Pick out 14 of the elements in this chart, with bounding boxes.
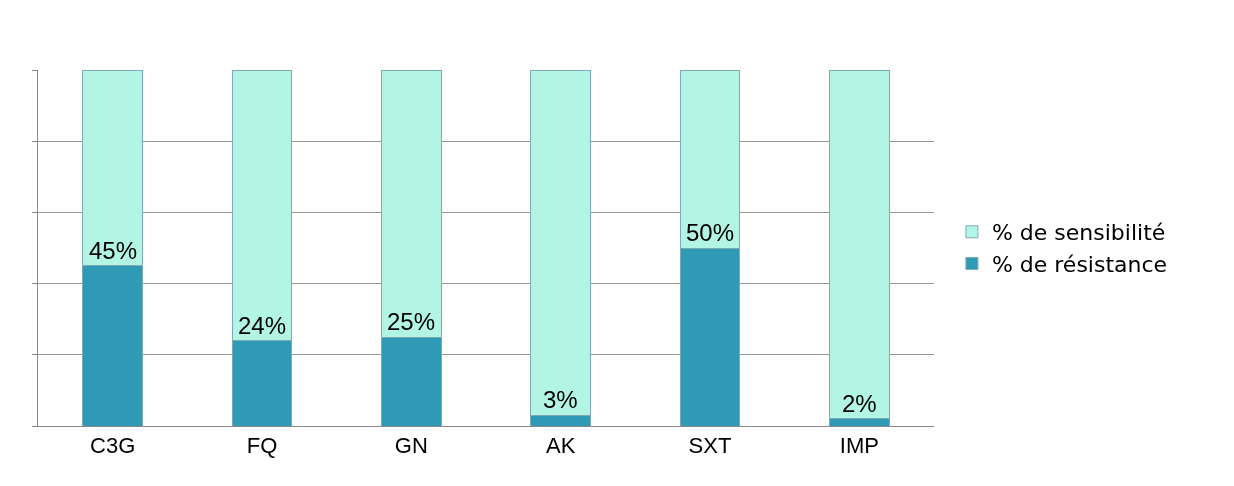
x-tick-label: FQ: [246, 433, 278, 459]
data-label: 3%: [543, 386, 578, 413]
x-tick-label: AK: [545, 433, 576, 459]
x-tick-label: IMP: [839, 433, 879, 459]
data-label: 24%: [238, 312, 287, 339]
legend-label: % de sensibilité: [991, 220, 1166, 246]
x-tick-label: C3G: [90, 433, 136, 459]
data-label: 2%: [842, 390, 877, 417]
x-tick-label: GN: [394, 433, 428, 459]
x-tick-label: SXT: [688, 433, 732, 459]
data-label: 25%: [387, 308, 436, 335]
legend-label: % de résistance: [991, 251, 1168, 277]
data-label: 45%: [89, 237, 138, 264]
data-label: 50%: [686, 219, 735, 246]
